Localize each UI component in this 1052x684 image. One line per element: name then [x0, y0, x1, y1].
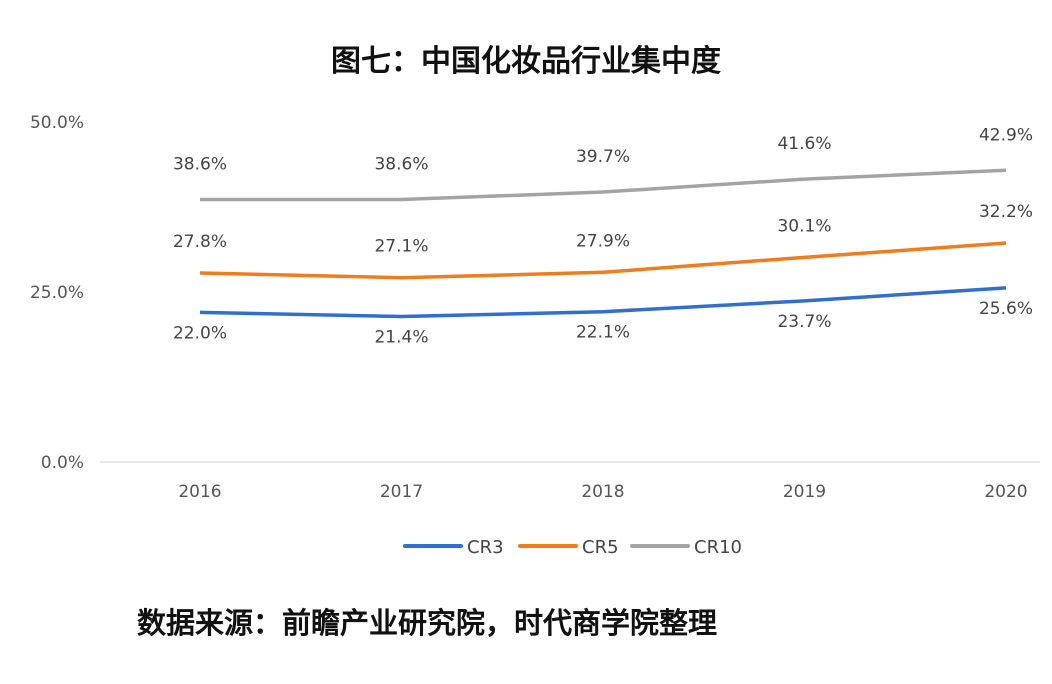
x-tick-label: 2018	[581, 482, 624, 502]
series-line-cr3	[199, 286, 1007, 319]
data-label: 27.8%	[173, 232, 227, 252]
data-label: 38.6%	[374, 155, 428, 175]
data-label: 27.1%	[374, 237, 428, 257]
legend-label: CR3	[467, 537, 504, 558]
data-label: 27.9%	[576, 231, 630, 251]
data-label: 39.7%	[576, 147, 630, 167]
y-tick-label: 50.0%	[30, 113, 84, 133]
y-tick-label: 0.0%	[41, 453, 84, 473]
source-note: 数据来源：前瞻产业研究院，时代商学院整理	[137, 606, 718, 640]
data-label: 22.0%	[173, 323, 227, 343]
y-tick-label: 25.0%	[30, 283, 84, 303]
x-tick-label: 2020	[984, 482, 1027, 502]
series-line-cr5	[199, 241, 1007, 280]
data-label: 42.9%	[979, 125, 1033, 145]
data-label: 30.1%	[777, 216, 831, 236]
chart-title: 图七：中国化妆品行业集中度	[331, 44, 721, 79]
legend-label: CR10	[694, 537, 742, 558]
data-label: 32.2%	[979, 202, 1033, 222]
data-label: 22.1%	[576, 323, 630, 343]
x-tick-label: 2016	[178, 482, 221, 502]
x-tick-label: 2019	[783, 482, 826, 502]
x-tick-label: 2017	[380, 482, 423, 502]
data-label: 25.6%	[979, 299, 1033, 319]
data-label: 21.4%	[374, 327, 428, 347]
data-label: 38.6%	[173, 155, 227, 175]
data-label: 41.6%	[777, 134, 831, 154]
data-label: 23.7%	[777, 312, 831, 332]
series-line-cr10	[200, 168, 1007, 202]
legend-label: CR5	[582, 537, 619, 558]
